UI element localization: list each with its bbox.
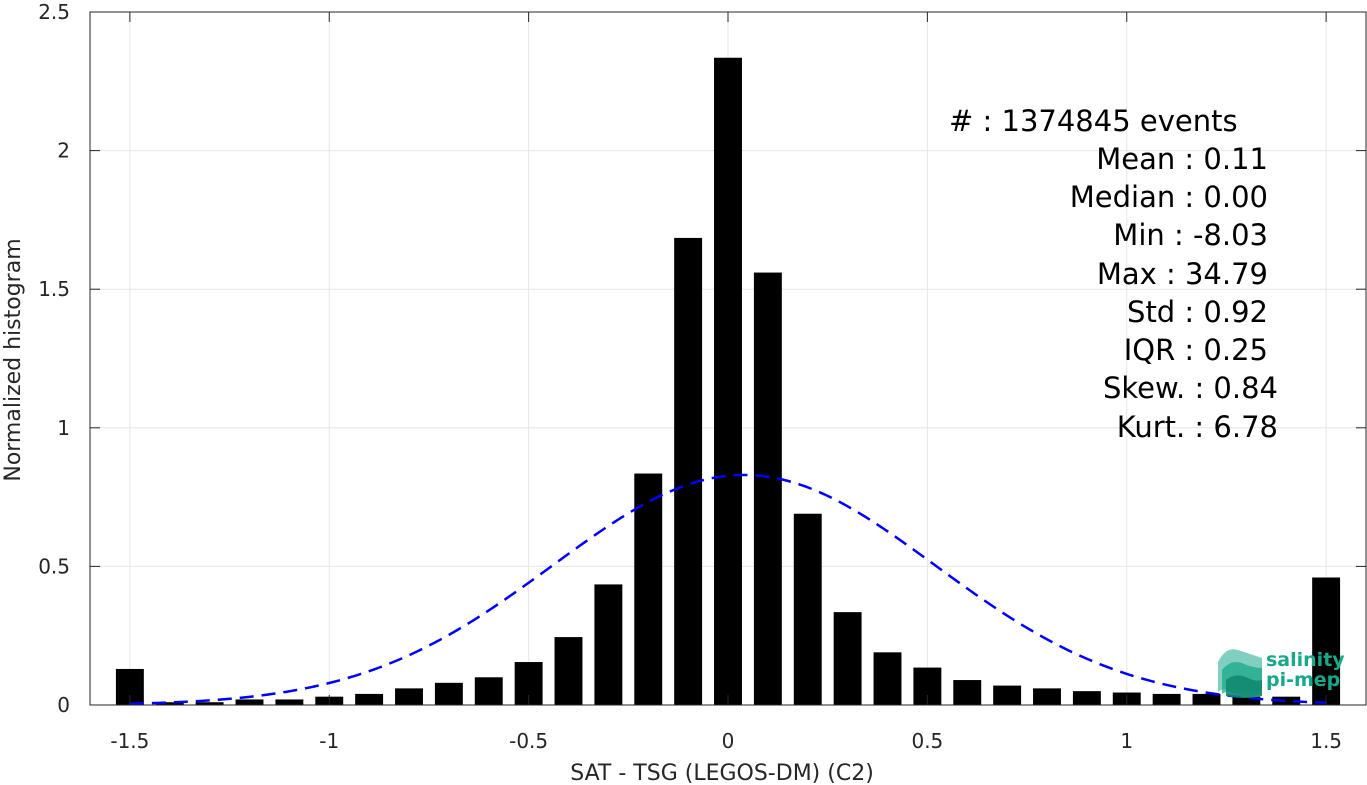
histogram-bar	[1312, 577, 1341, 705]
histogram-bar	[953, 680, 982, 705]
x-tick-label: -0.5	[509, 729, 548, 753]
y-tick-label: 1.5	[38, 277, 70, 301]
logo-line-2: pi-mep	[1266, 669, 1340, 691]
histogram-bar	[155, 702, 184, 705]
stat-kurt: Kurt. : 6.78	[1117, 410, 1278, 444]
logo-line-1: salinity	[1266, 649, 1345, 671]
y-axis-title: Normalized histogram	[1, 238, 26, 481]
histogram-bar	[275, 699, 304, 705]
y-tick-label: 2.5	[38, 0, 70, 24]
histogram-bar	[1272, 696, 1301, 705]
histogram-bar	[434, 682, 463, 705]
histogram-bar	[1232, 696, 1261, 705]
histogram-bar	[474, 677, 503, 705]
x-tick-label: 0	[722, 729, 735, 753]
histogram-bars	[115, 57, 1341, 706]
stat-max: Max : 34.79	[1097, 257, 1268, 291]
stat-iqr: IQR : 0.25	[1124, 333, 1268, 367]
stat-skew: Skew. : 0.84	[1103, 371, 1278, 405]
histogram-bar	[793, 513, 822, 705]
histogram-bar	[594, 584, 623, 705]
histogram-bar	[714, 57, 742, 706]
x-tick-label: 0.5	[911, 729, 943, 753]
histogram-bar	[833, 612, 862, 705]
stat-mean: Mean : 0.11	[1096, 142, 1268, 176]
histogram-bar	[235, 699, 264, 705]
stat-min: Min : -8.03	[1113, 218, 1268, 252]
y-tick-label: 0	[57, 693, 70, 717]
stat-std: Std : 0.92	[1127, 295, 1268, 329]
histogram-bar	[355, 693, 384, 705]
axis-ticks: -1.5 -1 -0.5 0 0.5 1 1.5 0 0.5 1 1.5 2 2.5	[38, 0, 1366, 753]
x-tick-label: -1	[319, 729, 339, 753]
y-tick-label: 0.5	[38, 554, 70, 578]
gaussian-fit-curve	[129, 473, 1327, 705]
y-tick-label: 1	[57, 416, 70, 440]
x-tick-label: 1	[1120, 729, 1133, 753]
histogram-bar	[993, 685, 1022, 705]
statistics-box: # : 1374845 events Mean : 0.11 Median : …	[949, 104, 1278, 444]
histogram-bar	[1072, 691, 1101, 705]
histogram-bar	[674, 237, 703, 705]
y-tick-label: 2	[57, 139, 70, 163]
x-tick-label: -1.5	[110, 729, 149, 753]
salinity-pimep-logo: salinity pi-mep	[1218, 649, 1345, 698]
histogram-bar	[1033, 688, 1061, 705]
histogram-bar	[873, 652, 902, 705]
histogram-bar	[753, 272, 782, 705]
histogram-bar	[634, 473, 663, 705]
x-tick-label: 1.5	[1310, 729, 1342, 753]
histogram-bar	[554, 637, 583, 705]
histogram-bar	[195, 702, 224, 705]
stat-events: # : 1374845 events	[949, 104, 1238, 138]
histogram-bar	[1192, 693, 1221, 705]
histogram-bar	[1152, 693, 1181, 705]
x-axis-title: SAT - TSG (LEGOS-DM) (C2)	[570, 761, 874, 785]
stat-median: Median : 0.00	[1070, 180, 1268, 214]
wave-logo-icon	[1218, 649, 1262, 698]
histogram-bar	[395, 688, 423, 705]
